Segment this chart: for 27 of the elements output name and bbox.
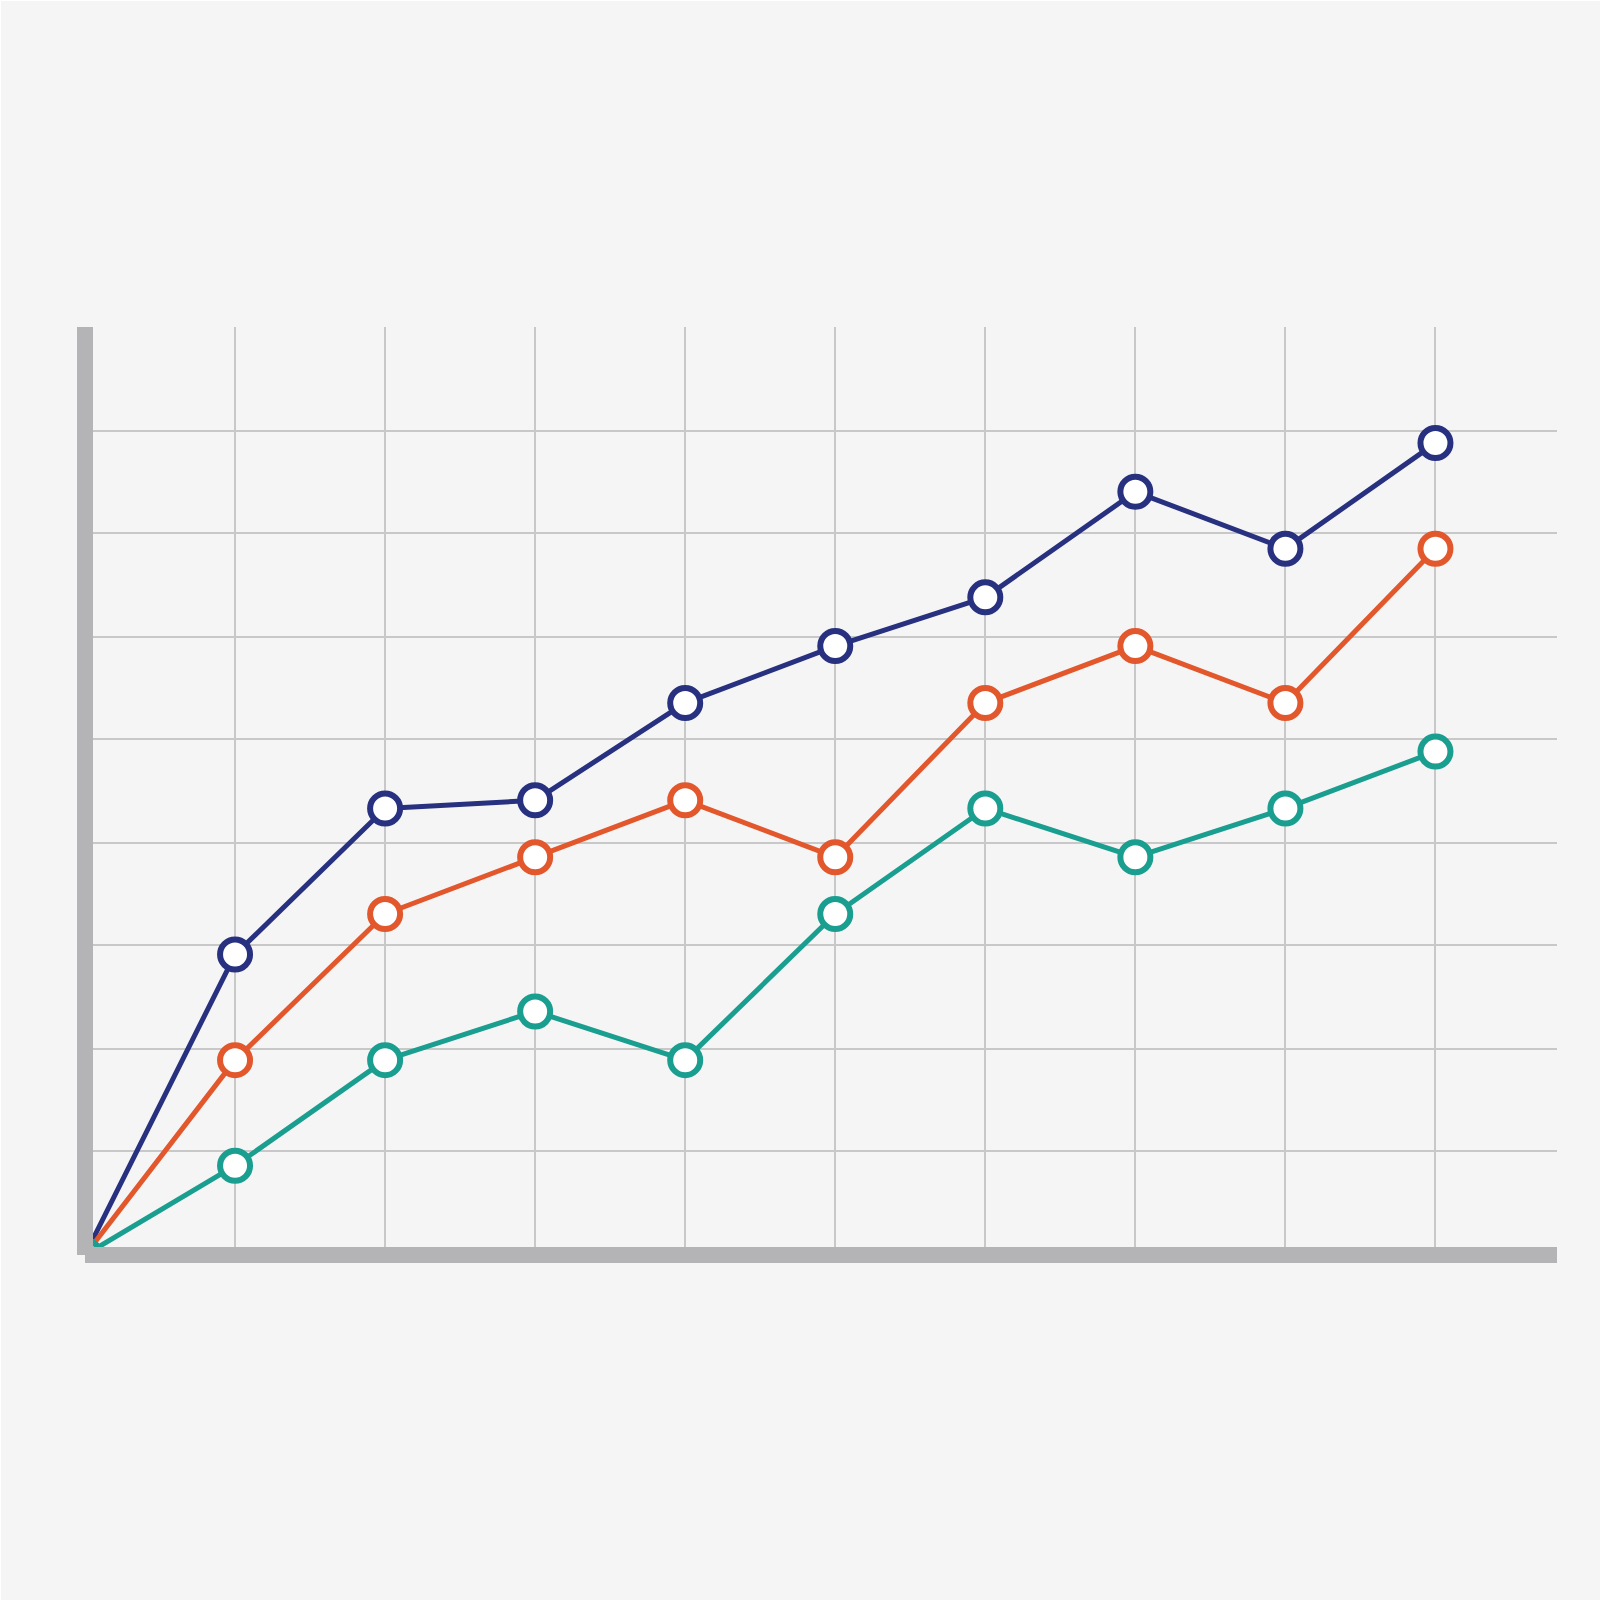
point [1267,684,1304,721]
point [1417,425,1454,462]
point [1117,628,1154,665]
point [517,782,554,819]
point [967,790,1004,827]
point [1117,839,1154,876]
point [817,839,854,876]
point [517,993,554,1030]
point [667,782,704,819]
point [367,790,404,827]
point [1267,530,1304,567]
point [1417,530,1454,567]
point [817,628,854,665]
point [367,1042,404,1079]
point [667,1042,704,1079]
point [1117,473,1154,510]
point [667,684,704,721]
point [217,936,254,973]
point [1417,733,1454,770]
point [967,579,1004,616]
point [967,684,1004,721]
point [367,896,404,932]
point [217,1042,254,1079]
point [817,896,854,932]
point [217,1147,254,1184]
point [517,839,554,876]
point [1267,790,1304,827]
